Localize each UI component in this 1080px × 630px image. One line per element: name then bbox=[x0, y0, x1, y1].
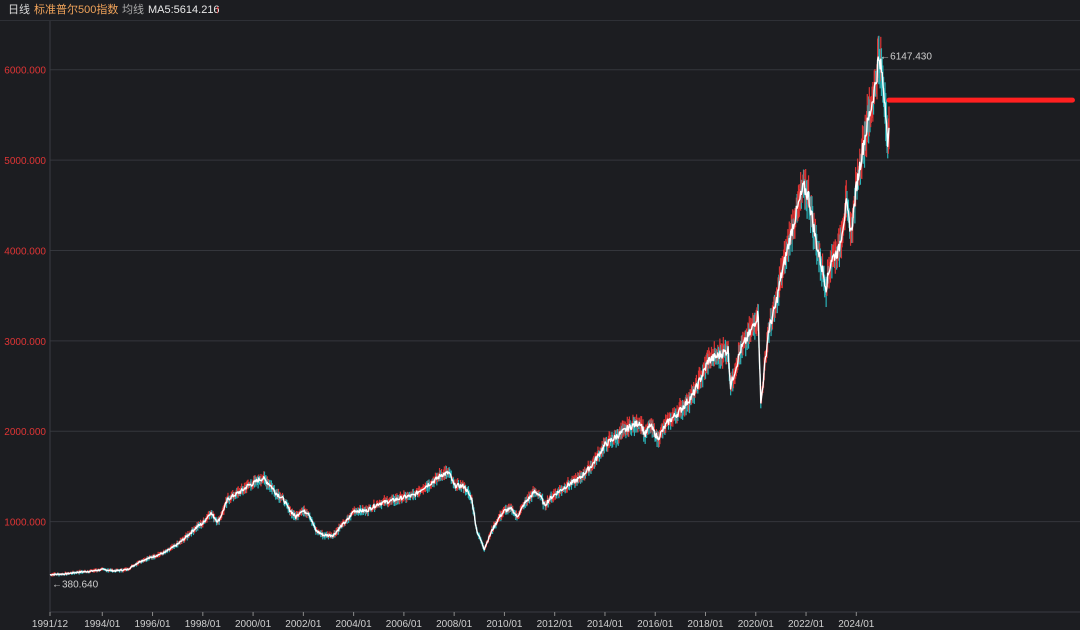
x-axis-ticks: 1991/12 1994/01 1996/01 1998/01 2000/01 2002/… bbox=[32, 612, 875, 630]
x-tick-label: 1998/01 bbox=[185, 619, 222, 630]
annotations: ←6147.430 ←380.640 bbox=[52, 51, 932, 590]
period-label[interactable]: 日线 bbox=[8, 4, 30, 16]
x-tick-label: 2000/01 bbox=[235, 619, 272, 630]
y-tick-label: 5000.000 bbox=[4, 156, 46, 167]
x-tick-label: 1991/12 bbox=[32, 619, 69, 630]
x-tick-label: 2018/01 bbox=[687, 619, 724, 630]
price-line-path bbox=[49, 56, 890, 576]
index-name[interactable]: 标准普尔500指数 bbox=[34, 4, 119, 16]
y-tick-label: 2000.000 bbox=[4, 427, 46, 438]
x-tick-label: 2002/01 bbox=[285, 619, 322, 630]
x-tick-label: 2020/01 bbox=[738, 619, 775, 630]
x-tick-label: 1996/01 bbox=[134, 619, 171, 630]
x-tick-label: 2016/01 bbox=[637, 619, 674, 630]
y-tick-label: 1000.000 bbox=[4, 518, 46, 529]
x-tick-label: 2008/01 bbox=[436, 619, 473, 630]
x-tick-label: 2010/01 bbox=[486, 619, 523, 630]
up-arrow-icon: ↑ bbox=[215, 4, 221, 16]
x-tick-label: 2012/01 bbox=[537, 619, 574, 630]
x-tick-label: 2004/01 bbox=[336, 619, 373, 630]
x-tick-label: 2006/01 bbox=[386, 619, 423, 630]
x-tick-label: 2024/01 bbox=[838, 619, 875, 630]
gridlines bbox=[49, 20, 1080, 613]
ma-value: MA5:5614.216 bbox=[148, 4, 220, 16]
y-axis-ticks: 1000.000 2000.000 3000.000 4000.000 5000.000… bbox=[4, 66, 46, 529]
x-tick-label: 1994/01 bbox=[84, 619, 121, 630]
price-line bbox=[49, 56, 890, 576]
min-price-label: ←380.640 bbox=[52, 580, 99, 591]
y-tick-label: 6000.000 bbox=[4, 66, 46, 77]
chart-header: 日线 标准普尔500指数 均线 MA5:5614.216 ↑ bbox=[0, 0, 1080, 21]
y-tick-label: 4000.000 bbox=[4, 246, 46, 257]
x-tick-label: 2014/01 bbox=[587, 619, 624, 630]
ma-label[interactable]: 均线 bbox=[122, 4, 144, 16]
y-tick-label: 3000.000 bbox=[4, 337, 46, 348]
max-price-label: ←6147.430 bbox=[880, 51, 932, 62]
x-tick-label: 2022/01 bbox=[788, 619, 825, 630]
